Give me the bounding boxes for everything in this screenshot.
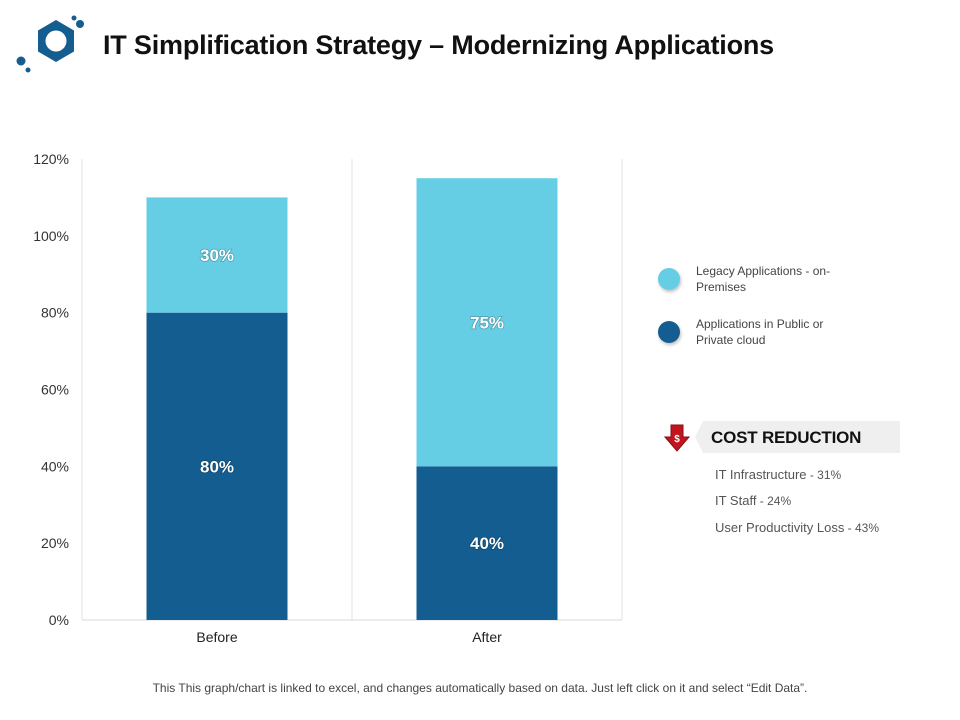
cost-reduction-title: COST REDUCTION xyxy=(711,428,862,447)
cost-item-label: IT Infrastructure xyxy=(715,467,807,482)
data-label: 75% xyxy=(470,313,504,332)
y-tick-label: 80% xyxy=(41,305,69,321)
bar-segment xyxy=(146,197,288,313)
svg-text:$: $ xyxy=(674,434,680,445)
down-arrow-dollar-icon: $ xyxy=(664,424,690,452)
cost-item-value: - 43% xyxy=(844,521,880,535)
data-label: 40% xyxy=(470,534,504,553)
y-tick-label: 40% xyxy=(41,458,69,474)
y-tick-label: 100% xyxy=(33,228,69,244)
bar-segment xyxy=(146,312,288,620)
cost-item-label: User Productivity Loss xyxy=(715,520,845,535)
cost-item-label: IT Staff xyxy=(715,493,757,508)
footer-note: This This graph/chart is linked to excel… xyxy=(152,681,808,695)
legend-label-legacy: Legacy Applications - on-Premises xyxy=(696,264,831,294)
bar-segment xyxy=(416,178,558,467)
cost-item-staff: IT Staff - 24% xyxy=(715,493,791,508)
y-tick-label: 60% xyxy=(41,382,69,398)
legend-label-cloud: Applications in Public or Private cloud xyxy=(696,317,824,347)
legend-swatch-cloud xyxy=(658,321,680,343)
x-tick-label: After xyxy=(472,629,502,645)
data-label: 80% xyxy=(200,457,234,476)
cost-item-productivity: User Productivity Loss - 43% xyxy=(715,520,879,535)
bar-segment xyxy=(416,466,558,620)
cost-item-infrastructure: IT Infrastructure - 31% xyxy=(715,467,841,482)
company-logo-icon xyxy=(16,15,84,73)
y-tick-label: 120% xyxy=(33,151,69,167)
cost-reduction-header: COST REDUCTION xyxy=(695,421,900,453)
page-title: IT Simplification Strategy – Modernizing… xyxy=(103,30,774,60)
cost-item-value: - 24% xyxy=(756,494,792,508)
y-tick-label: 0% xyxy=(49,612,69,628)
cost-item-value: - 31% xyxy=(806,468,842,482)
legend-swatch-legacy xyxy=(658,268,680,290)
x-tick-label: Before xyxy=(196,629,237,645)
data-label: 30% xyxy=(200,246,234,265)
y-tick-label: 20% xyxy=(41,535,69,551)
